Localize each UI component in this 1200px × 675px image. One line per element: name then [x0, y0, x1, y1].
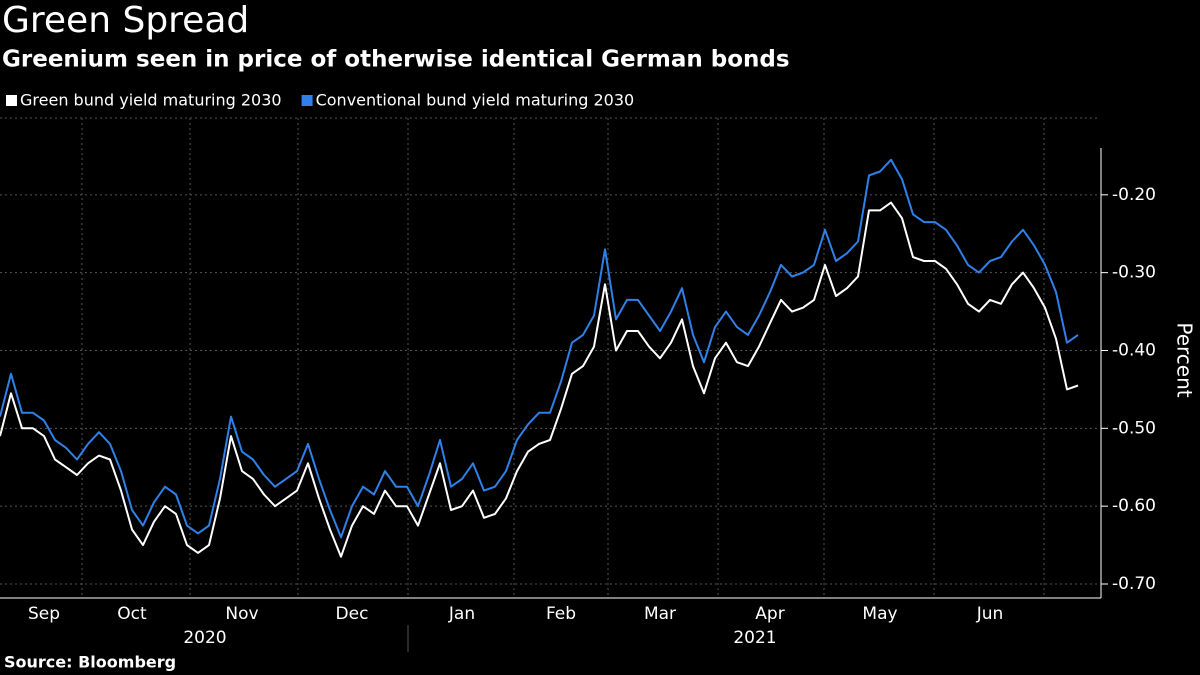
legend-swatch	[301, 95, 313, 106]
x-tick-label: Dec	[336, 604, 369, 624]
legend-label: Conventional bund yield maturing 2030	[316, 91, 635, 110]
x-tick-label: Jan	[448, 604, 475, 624]
x-tick-label: Nov	[225, 604, 258, 624]
series-line	[0, 158, 1079, 539]
x-tick-label: Feb	[546, 604, 576, 624]
year-label: 2020	[183, 628, 226, 648]
y-tick-label: -0.60	[1112, 496, 1156, 516]
chart-subtitle: Greenium seen in price of otherwise iden…	[2, 47, 790, 73]
x-tick-label: Jun	[976, 604, 1004, 624]
chart-title: Green Spread	[2, 0, 249, 41]
legend-swatch	[6, 95, 17, 106]
x-tick-label: Mar	[644, 604, 676, 624]
y-tick-label: -0.40	[1112, 340, 1156, 360]
y-tick-label: -0.30	[1112, 263, 1156, 283]
x-tick-label: Oct	[117, 604, 147, 624]
x-tick-label: Sep	[28, 604, 60, 624]
x-tick-label: Apr	[755, 604, 784, 624]
x-tick-label: May	[862, 604, 897, 624]
year-label: 2021	[733, 628, 776, 648]
series-line	[0, 201, 1079, 558]
source: Source: Bloomberg	[4, 653, 176, 672]
y-tick-label: -0.50	[1112, 418, 1156, 438]
y-tick-label: -0.70	[1112, 574, 1156, 594]
y-tick-label: -0.20	[1112, 185, 1156, 205]
legend-label: Green bund yield maturing 2030	[20, 91, 282, 110]
y-axis-label: Percent	[1173, 322, 1197, 397]
